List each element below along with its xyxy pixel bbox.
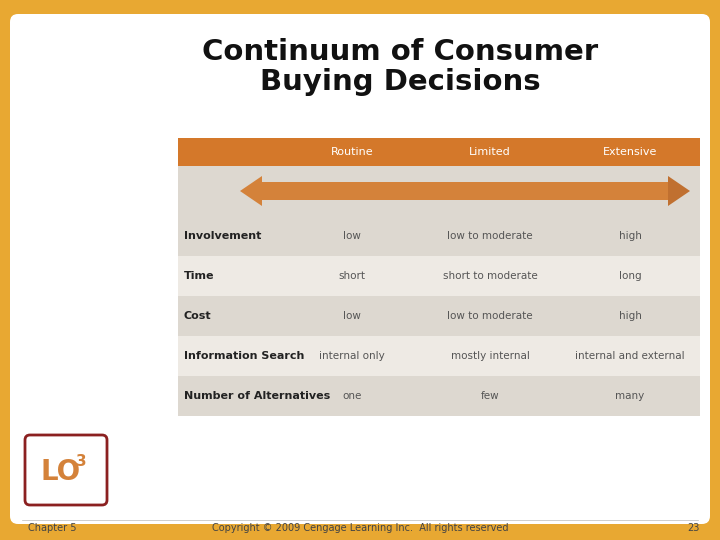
Text: low to moderate: low to moderate [447, 311, 533, 321]
Text: Number of Alternatives: Number of Alternatives [184, 391, 330, 401]
Text: Cost: Cost [184, 311, 212, 321]
FancyBboxPatch shape [178, 166, 700, 216]
Text: 23: 23 [688, 523, 700, 533]
FancyBboxPatch shape [178, 138, 700, 166]
Text: short: short [338, 271, 366, 281]
Text: Buying Decisions: Buying Decisions [260, 68, 540, 96]
Text: Limited: Limited [469, 147, 511, 157]
Text: short to moderate: short to moderate [443, 271, 537, 281]
Text: low: low [343, 311, 361, 321]
FancyBboxPatch shape [178, 256, 700, 296]
Text: low to moderate: low to moderate [447, 231, 533, 241]
FancyBboxPatch shape [260, 182, 670, 200]
Text: Copyright © 2009 Cengage Learning Inc.  All rights reserved: Copyright © 2009 Cengage Learning Inc. A… [212, 523, 508, 533]
Text: Information Search: Information Search [184, 351, 305, 361]
Text: long: long [618, 271, 642, 281]
Text: Involvement: Involvement [184, 231, 261, 241]
FancyBboxPatch shape [178, 336, 700, 376]
Text: internal only: internal only [319, 351, 385, 361]
FancyBboxPatch shape [178, 296, 700, 336]
FancyBboxPatch shape [25, 435, 107, 505]
Text: Chapter 5: Chapter 5 [28, 523, 76, 533]
Text: many: many [616, 391, 644, 401]
Text: mostly internal: mostly internal [451, 351, 529, 361]
FancyBboxPatch shape [178, 216, 700, 256]
Text: Routine: Routine [330, 147, 373, 157]
Polygon shape [668, 176, 690, 206]
FancyBboxPatch shape [178, 376, 700, 416]
Text: LO: LO [41, 458, 81, 486]
Text: internal and external: internal and external [575, 351, 685, 361]
Text: one: one [342, 391, 361, 401]
Text: Extensive: Extensive [603, 147, 657, 157]
Polygon shape [240, 176, 262, 206]
Text: 3: 3 [76, 455, 86, 469]
FancyBboxPatch shape [10, 14, 710, 524]
Text: Time: Time [184, 271, 215, 281]
Text: high: high [618, 231, 642, 241]
Text: few: few [481, 391, 499, 401]
Text: high: high [618, 311, 642, 321]
Text: low: low [343, 231, 361, 241]
Text: Continuum of Consumer: Continuum of Consumer [202, 38, 598, 66]
